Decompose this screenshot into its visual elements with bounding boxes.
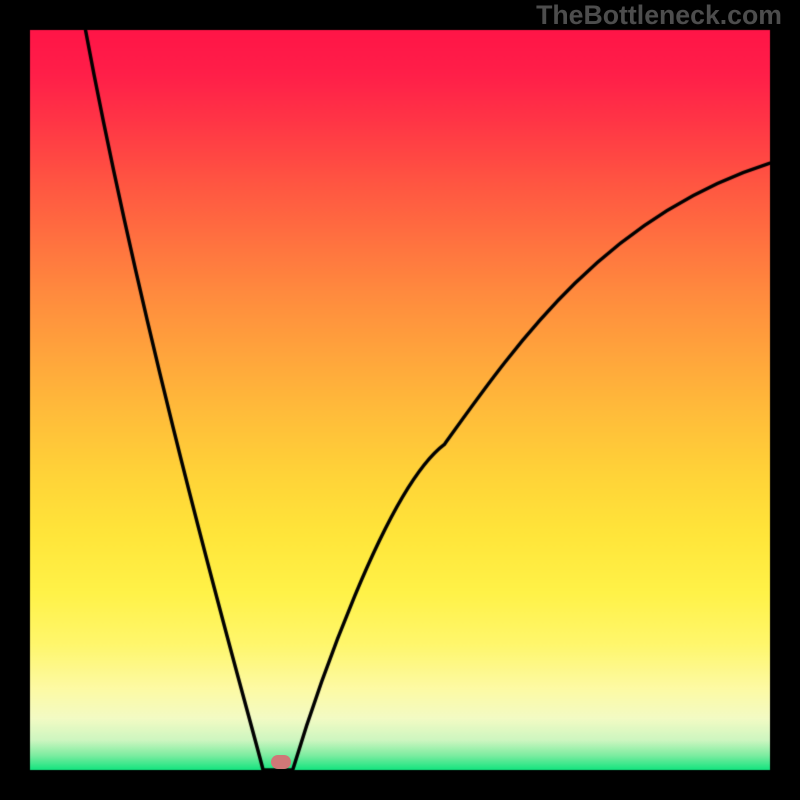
bottleneck-curve xyxy=(0,0,800,800)
optimum-marker xyxy=(271,755,291,769)
bottleneck-chart: TheBottleneck.com xyxy=(0,0,800,800)
watermark-text: TheBottleneck.com xyxy=(536,0,782,31)
